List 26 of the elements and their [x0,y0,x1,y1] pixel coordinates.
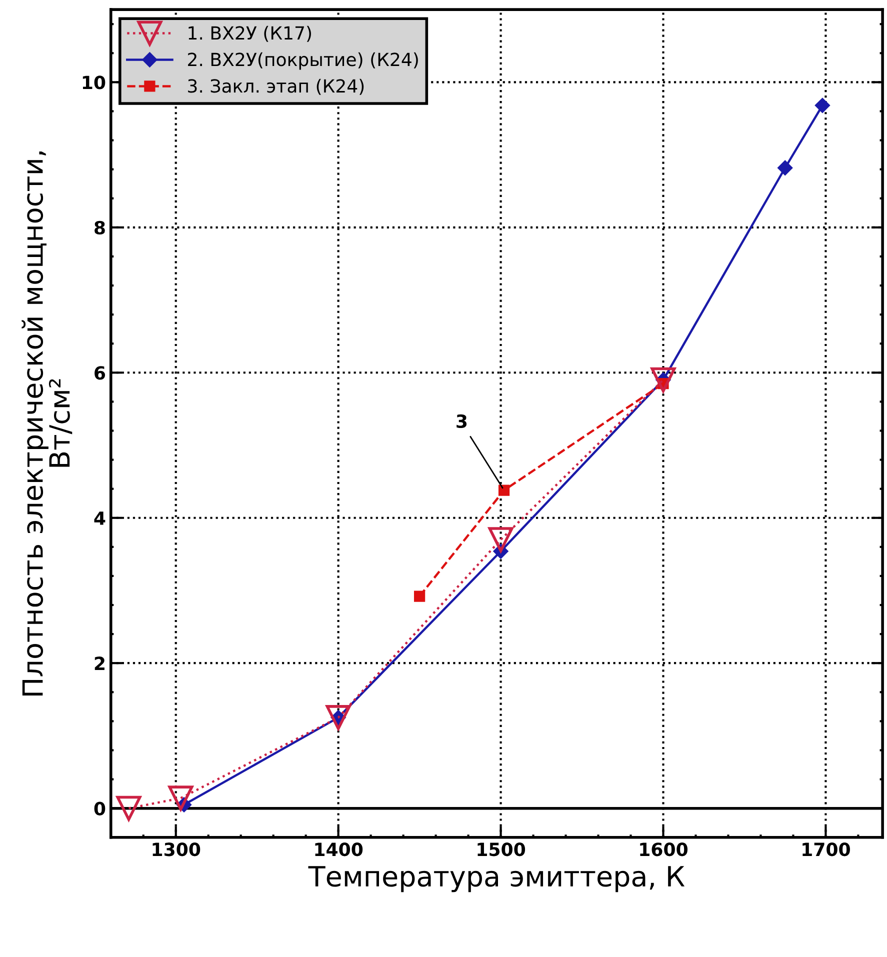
x-tick-label: 1400 [315,842,363,856]
point [488,527,514,552]
point [814,98,830,113]
legend-label: 2. ВХ2У(покрытие) (К24) [188,52,418,70]
x-tick-label: 1500 [478,842,526,856]
point [116,796,142,821]
point [650,367,676,392]
x-tick-label: 1600 [640,842,688,856]
annotation: 3 [456,414,467,428]
point [778,160,793,176]
legend-label: 1. ВХ2У (К17) [188,26,311,42]
point [326,705,351,730]
x-tick-label: 1300 [152,842,200,856]
y-tick-label: 4 [94,512,106,525]
y-tick-label: 8 [94,220,105,235]
legend-label: 3. Закл. этап (К24) [188,78,364,95]
y-tick-label: 6 [94,366,106,380]
point [414,590,426,602]
y-tick-label: 2 [94,656,104,670]
x-tick-label: 1700 [802,842,850,856]
point [168,786,194,811]
x-axis-title: Температура эмиттера, К [308,866,685,892]
y-tick-label: 10 [82,76,106,90]
y-axis-title: Плотность электрической мощности, Вт/см² [22,151,72,696]
y-tick-label: 0 [94,802,106,816]
point [498,484,510,496]
